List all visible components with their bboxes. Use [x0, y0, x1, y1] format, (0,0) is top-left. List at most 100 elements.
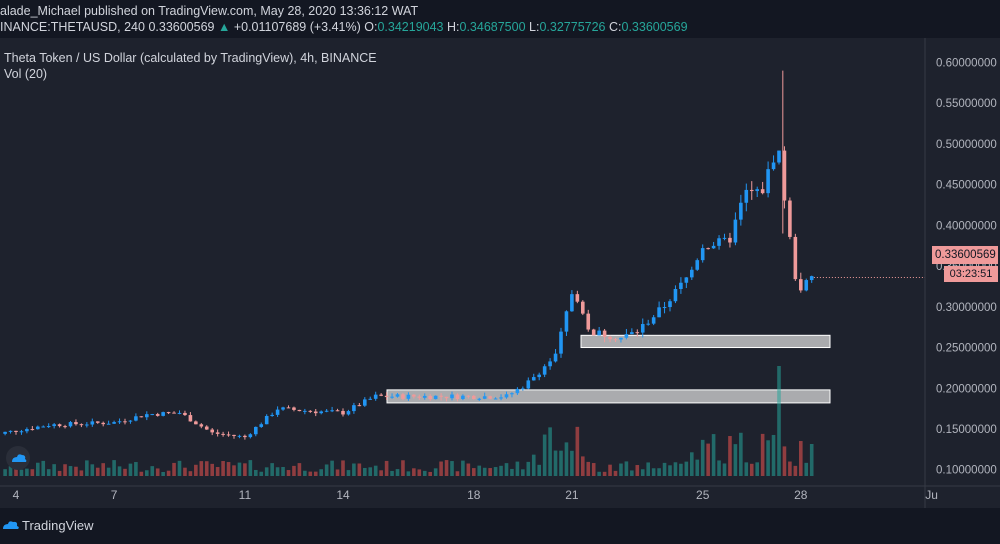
volume-bar: [36, 462, 40, 476]
volume-bar: [613, 470, 618, 476]
low-label: L:: [529, 20, 540, 34]
volume-bar: [793, 465, 798, 476]
candle-body: [482, 396, 487, 399]
volume-bar: [515, 461, 520, 476]
volume-bar: [172, 462, 176, 476]
candle-body: [755, 189, 759, 192]
candle-body: [657, 307, 661, 318]
volume-bar: [575, 426, 580, 476]
price-tick-label: 0.30000000: [936, 302, 997, 314]
volume-bar: [646, 462, 650, 476]
volume-bar: [188, 471, 193, 476]
candle-body: [766, 169, 770, 194]
candle-body: [428, 395, 432, 400]
volume-bar: [488, 468, 492, 476]
candle-body: [330, 410, 334, 412]
candle-body: [777, 150, 781, 163]
candle-body: [804, 280, 809, 291]
volume-bar: [777, 366, 781, 476]
candle-body: [728, 237, 732, 243]
candle-body: [134, 416, 138, 421]
candle-body: [85, 424, 89, 426]
price-tick-label: 0.50000000: [936, 139, 997, 151]
volume-bar: [106, 467, 111, 476]
candle-body: [319, 411, 323, 414]
volume-bar: [384, 460, 389, 476]
candle-body: [799, 279, 803, 291]
volume-bar: [313, 471, 318, 476]
volume-bar: [771, 434, 776, 476]
candle-body: [210, 429, 214, 433]
candle-body: [488, 396, 492, 399]
volume-bar: [406, 471, 411, 476]
volume-bar: [570, 450, 574, 476]
candle-body: [662, 307, 667, 309]
volume-bar: [679, 463, 683, 476]
volume-bar: [199, 461, 204, 476]
volume-bar: [177, 460, 182, 476]
candle-body: [139, 416, 144, 418]
candle-body: [308, 410, 313, 412]
volume-bar: [90, 464, 95, 476]
volume-bar: [25, 468, 29, 476]
candle-body: [117, 421, 122, 423]
volume-bar: [341, 460, 345, 476]
volume-bar: [264, 467, 269, 476]
volume-bar: [297, 463, 302, 476]
time-axis-ticks: 4 7 11 14 18 21 25 28 Ju: [13, 488, 938, 502]
support-zone[interactable]: [580, 334, 831, 349]
volume-bar: [85, 460, 89, 476]
plot-background: [0, 38, 925, 486]
candle-body: [630, 332, 634, 335]
volume-bar: [117, 466, 122, 476]
volume-bar: [112, 460, 116, 476]
volume-bar: [330, 460, 334, 476]
candle-body: [444, 396, 449, 399]
volume-bar: [695, 459, 700, 476]
price-tick-label: 0.25000000: [936, 343, 997, 355]
volume-bar: [428, 471, 432, 476]
candle-body: [166, 412, 171, 414]
tradingview-logo-icon[interactable]: [2, 517, 20, 538]
candle-body: [106, 423, 111, 425]
last-price: 0.33600569: [148, 20, 215, 34]
candle-body: [204, 426, 209, 430]
volume-bar: [412, 468, 416, 476]
ohlc-line: INANCE:THETAUSD, 240 0.33600569 ▲ +0.011…: [0, 20, 688, 34]
candle-body: [406, 394, 411, 399]
volume-bar: [706, 443, 710, 476]
volume-bar: [450, 461, 454, 476]
candle-body: [363, 399, 367, 406]
volume-bar: [739, 432, 743, 476]
candle-body: [493, 398, 498, 400]
tradingview-brand[interactable]: TradingView: [22, 518, 94, 533]
candle-body: [357, 405, 362, 407]
volume-bar: [390, 470, 394, 476]
candle-body: [690, 269, 694, 278]
volume-bar: [95, 467, 100, 476]
volume-bar: [782, 446, 787, 476]
candle-body: [8, 430, 13, 432]
volume-bar: [346, 470, 351, 476]
candle-body: [194, 421, 198, 425]
candle-body: [303, 410, 307, 412]
volume-bar: [542, 434, 547, 476]
candle-body: [564, 311, 569, 332]
candle-body: [188, 415, 193, 422]
volume-bar: [809, 443, 814, 476]
volume-bar: [319, 469, 323, 476]
volume-bar: [3, 469, 7, 476]
volume-bar: [521, 469, 525, 476]
volume-bar: [422, 470, 427, 476]
candle-body: [477, 398, 482, 400]
volume-bar: [275, 467, 280, 476]
volume-bar: [581, 456, 585, 476]
price-tick-label: 0.45000000: [936, 180, 997, 192]
volume-bar: [30, 469, 35, 476]
candle-body: [90, 421, 95, 425]
volume-bar: [57, 470, 62, 476]
candle-body: [597, 330, 601, 336]
volume-bar: [630, 470, 634, 476]
volume-bars: [3, 366, 814, 476]
